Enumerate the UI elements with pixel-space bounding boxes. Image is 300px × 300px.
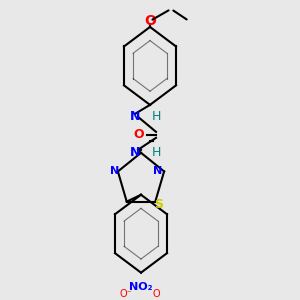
Text: N: N <box>154 167 163 176</box>
Text: H: H <box>151 146 161 159</box>
Text: N: N <box>130 146 140 159</box>
Text: O: O <box>144 14 156 28</box>
Text: H: H <box>151 110 161 123</box>
Text: S: S <box>154 198 163 211</box>
Text: N: N <box>130 110 140 123</box>
Text: N: N <box>110 167 119 176</box>
Text: O: O <box>152 289 160 298</box>
Text: O: O <box>134 128 144 141</box>
Text: NO₂: NO₂ <box>129 282 153 292</box>
Text: O⁻: O⁻ <box>120 289 132 298</box>
